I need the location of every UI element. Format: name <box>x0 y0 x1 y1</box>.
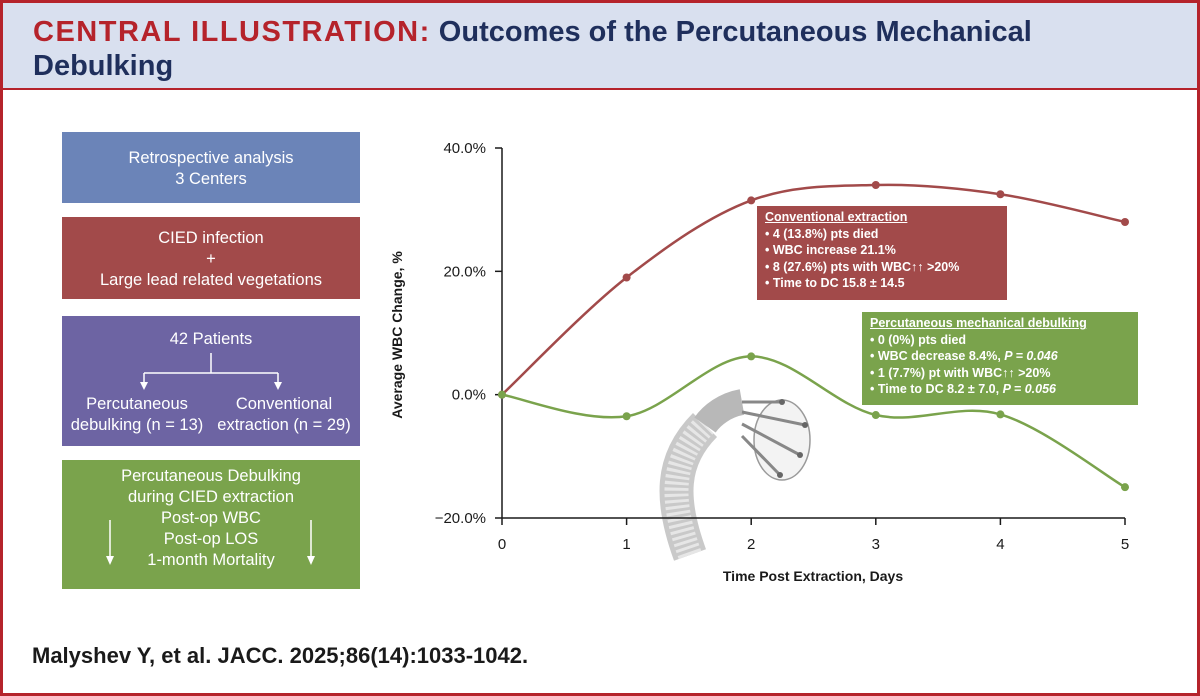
series-1-point <box>871 181 880 189</box>
y-tick-label: −20.0% <box>435 510 486 527</box>
x-tick-label: 4 <box>996 536 1004 553</box>
x-tick-label: 2 <box>747 536 755 553</box>
series-1-point <box>1121 218 1129 226</box>
percutaneous-item-2-text: • WBC decrease 8.4%, <box>870 349 1005 363</box>
down-arrows-icon <box>106 520 315 565</box>
patients-box: 42 Patients Percutaneous debulking (n = … <box>62 316 360 446</box>
series-2-point <box>498 390 506 399</box>
study-design-line2: 3 Centers <box>175 170 247 188</box>
series-1-point <box>747 196 756 205</box>
population-line3: Large lead related vegetations <box>100 271 322 289</box>
header-banner: CENTRAL ILLUSTRATION: Outcomes of the Pe… <box>3 3 1197 90</box>
conventional-callout: Conventional extraction • 4 (13.8%) pts … <box>757 206 1007 300</box>
y-tick-label: 20.0% <box>443 263 486 280</box>
percutaneous-callout-title: Percutaneous mechanical debulking <box>870 316 1087 330</box>
percutaneous-item-2-pvalue: P = 0.046 <box>1004 349 1058 363</box>
x-tick-label: 3 <box>872 536 880 553</box>
y-tick-label: 40.0% <box>443 140 486 157</box>
debulking-device-icon <box>659 389 811 561</box>
series-1-line <box>501 183 1126 396</box>
chart-series-layer <box>498 181 1129 492</box>
conventional-callout-title: Conventional extraction <box>765 210 908 224</box>
conclusion-line3: Post-op WBC <box>161 509 261 527</box>
series-2-point <box>622 412 631 421</box>
chart-axes: −20.0% 0.0% 20.0% 40.0% 0 1 2 3 4 5 <box>435 140 1129 553</box>
conventional-item-2: • WBC increase 21.1% <box>765 243 896 257</box>
percutaneous-item-4: • Time to DC 8.2 ± 7.0, P = 0.056 <box>870 381 1130 398</box>
x-tick-label: 5 <box>1121 536 1129 553</box>
percutaneous-item-4-pvalue: P = 0.056 <box>1002 382 1056 396</box>
percutaneous-group-line1: Percutaneous <box>86 395 188 413</box>
x-tick-label: 1 <box>622 536 630 553</box>
population-plus: + <box>206 250 216 268</box>
conclusion-line5: 1-month Mortality <box>147 551 275 569</box>
split-arrow-icon <box>140 353 282 390</box>
title-rest: Outcomes of the Percutaneous Mechanical … <box>33 16 1032 82</box>
conclusion-box: Percutaneous Debulking during CIED extra… <box>62 460 360 589</box>
series-2-point <box>871 411 880 420</box>
conventional-group-label: Conventional extraction (n = 29) <box>208 394 360 436</box>
percutaneous-group-label: Percutaneous debulking (n = 13) <box>62 394 212 436</box>
y-tick-label: 0.0% <box>452 387 486 404</box>
y-axis-label: Average WBC Change, % <box>389 251 405 419</box>
percutaneous-item-4-text: • Time to DC 8.2 ± 7.0, <box>870 382 1003 396</box>
series-2-point <box>747 352 756 361</box>
percutaneous-callout: Percutaneous mechanical debulking • 0 (0… <box>862 312 1138 405</box>
conventional-item-3: • 8 (27.6%) pts with WBC↑↑ >20% <box>765 259 960 274</box>
conclusion-line2: during CIED extraction <box>128 488 294 506</box>
page-title: CENTRAL ILLUSTRATION: Outcomes of the Pe… <box>33 15 1173 83</box>
series-2-line <box>501 355 1126 489</box>
percutaneous-item-2: • WBC decrease 8.4%, P = 0.046 <box>870 348 1130 365</box>
citation: Malyshev Y, et al. JACC. 2025;86(14):103… <box>32 643 529 668</box>
conventional-group-line2: extraction (n = 29) <box>217 416 351 434</box>
patients-title: 42 Patients <box>169 330 253 348</box>
conventional-item-1: • 4 (13.8%) pts died <box>765 226 879 241</box>
conventional-group-line1: Conventional <box>235 395 333 413</box>
population-line1: CIED infection <box>158 229 264 247</box>
percutaneous-group-line2: debulking (n = 13) <box>70 416 204 434</box>
conclusion-line4: Post-op LOS <box>163 530 259 548</box>
conventional-item-4: • Time to DC 15.8 ± 14.5 <box>765 276 905 290</box>
population-box: CIED infection + Large lead related vege… <box>62 217 360 299</box>
percutaneous-item-1: • 0 (0%) pts died <box>870 332 967 347</box>
series-1-point <box>996 190 1005 199</box>
series-2-point <box>1121 483 1129 492</box>
title-lead: CENTRAL ILLUSTRATION: <box>33 16 431 48</box>
study-design-line1: Retrospective analysis <box>128 149 294 167</box>
series-1-point <box>622 273 631 282</box>
x-axis-label: Time Post Extraction, Days <box>723 568 903 584</box>
series-2-point <box>996 410 1005 419</box>
study-design-box: Retrospective analysis 3 Centers <box>62 132 360 203</box>
conclusion-line1: Percutaneous Debulking <box>121 467 301 485</box>
percutaneous-item-3: • 1 (7.7%) pt with WBC↑↑ >20% <box>870 365 1051 380</box>
x-tick-label: 0 <box>498 536 506 553</box>
